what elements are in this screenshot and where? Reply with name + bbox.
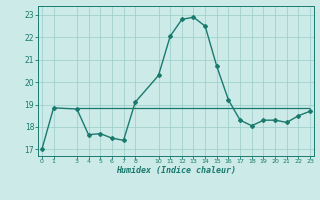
- X-axis label: Humidex (Indice chaleur): Humidex (Indice chaleur): [116, 166, 236, 175]
